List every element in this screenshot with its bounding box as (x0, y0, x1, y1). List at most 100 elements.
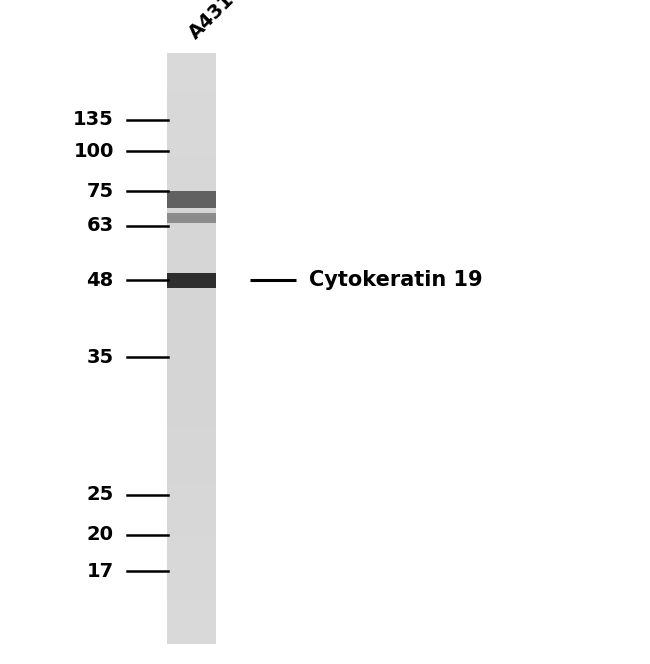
Bar (168, 477, 216, 481)
Bar (168, 88, 216, 92)
Bar (168, 457, 216, 462)
Bar (168, 408, 216, 412)
Bar (168, 319, 216, 324)
Bar (168, 339, 216, 344)
Bar (168, 506, 216, 511)
Bar (168, 304, 216, 309)
Bar (168, 516, 216, 521)
Bar (168, 536, 216, 540)
Bar (168, 334, 216, 339)
Bar (168, 383, 216, 388)
Bar (168, 108, 216, 112)
Bar (168, 437, 216, 442)
Bar (168, 142, 216, 147)
Bar (168, 230, 216, 235)
Bar (168, 58, 216, 63)
Bar (168, 280, 216, 285)
Bar (168, 78, 216, 82)
Bar (168, 329, 216, 334)
Bar (168, 511, 216, 516)
Bar (168, 275, 216, 280)
Bar (168, 497, 216, 501)
Bar (168, 181, 216, 186)
Bar (168, 73, 216, 78)
Bar (168, 147, 216, 151)
Bar (168, 540, 216, 546)
Text: 48: 48 (86, 271, 114, 290)
Text: 63: 63 (86, 216, 114, 235)
Text: 35: 35 (86, 348, 114, 367)
Bar (168, 353, 216, 359)
Text: A431: A431 (185, 0, 238, 43)
Bar (168, 294, 216, 299)
Bar (168, 388, 216, 393)
Bar (168, 186, 216, 191)
Bar (168, 235, 216, 240)
Bar (168, 92, 216, 98)
Text: 25: 25 (86, 485, 114, 504)
Bar (168, 176, 216, 181)
Bar (168, 565, 216, 570)
Bar (168, 442, 216, 447)
Bar (168, 501, 216, 506)
Bar (168, 521, 216, 526)
Bar (168, 585, 216, 590)
Bar (168, 432, 216, 437)
Text: 100: 100 (73, 142, 114, 161)
Bar (168, 285, 216, 290)
Bar (168, 610, 216, 615)
Bar (168, 403, 216, 408)
Bar (168, 112, 216, 117)
Bar (168, 240, 216, 245)
Bar (168, 196, 216, 201)
Text: Cytokeratin 19: Cytokeratin 19 (309, 270, 482, 290)
Bar (168, 369, 216, 373)
Bar (168, 428, 216, 432)
Bar (168, 137, 216, 141)
Bar (168, 546, 216, 550)
Bar (168, 63, 216, 68)
Bar (168, 359, 216, 363)
Bar (168, 550, 216, 555)
Bar (168, 270, 216, 275)
Bar (168, 595, 216, 600)
Bar (168, 122, 216, 127)
Bar (168, 624, 216, 629)
Bar (168, 491, 216, 497)
Bar (168, 373, 216, 378)
Bar (168, 53, 216, 58)
Bar (168, 487, 216, 491)
Bar (168, 531, 216, 536)
Bar (168, 314, 216, 319)
Bar (168, 526, 216, 531)
Bar (168, 157, 216, 161)
Bar (168, 418, 216, 422)
Bar (168, 575, 216, 580)
Bar (168, 471, 216, 477)
Bar (168, 363, 216, 369)
Bar (168, 570, 216, 575)
Bar (168, 171, 216, 176)
Bar (168, 132, 216, 137)
Bar (168, 590, 216, 595)
Bar (168, 260, 216, 265)
Text: 75: 75 (86, 182, 114, 201)
Bar (168, 481, 216, 487)
Bar (168, 560, 216, 565)
Bar (168, 201, 216, 206)
Text: 135: 135 (73, 110, 114, 129)
Bar (168, 462, 216, 467)
Text: 17: 17 (86, 562, 114, 580)
Bar (168, 161, 216, 167)
Bar (168, 206, 216, 210)
Bar (168, 216, 216, 220)
Bar (168, 555, 216, 560)
Bar (168, 102, 216, 108)
Bar (168, 117, 216, 122)
Bar (168, 68, 216, 73)
Bar (168, 167, 216, 171)
Bar (168, 447, 216, 452)
Bar (168, 412, 216, 418)
Bar (168, 422, 216, 428)
Text: 20: 20 (86, 525, 114, 544)
